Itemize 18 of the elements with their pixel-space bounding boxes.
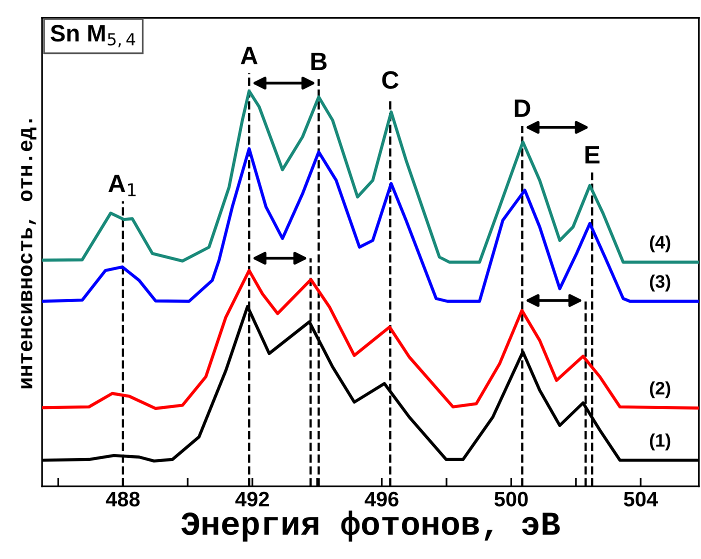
x-tick-label: 488 (106, 492, 140, 506)
ref-line-label: B (311, 52, 327, 70)
x-tick-label: 496 (364, 492, 398, 506)
series-label: (4) (650, 235, 670, 252)
x-tick-label: 492 (235, 492, 269, 506)
x-tick-label: 500 (494, 492, 528, 506)
ref-line-label: E (585, 146, 600, 164)
series-label: (2) (650, 381, 670, 398)
ref-line-label: C (382, 71, 399, 89)
ref-line-label: A$_{1}$ (108, 174, 136, 196)
ref-line-label: D (514, 100, 530, 117)
text: Sn M$_{5,4}$ (50, 24, 136, 48)
series-label: (3) (650, 274, 670, 292)
x-tick-label: 504 (624, 492, 658, 506)
ref-line-label: A (240, 46, 258, 64)
series-label: (1) (650, 434, 670, 450)
x-axis-title: Энергия фотонов, эВ (181, 510, 560, 542)
y-axis-title: интенсивность, отн.ед. (20, 119, 36, 388)
